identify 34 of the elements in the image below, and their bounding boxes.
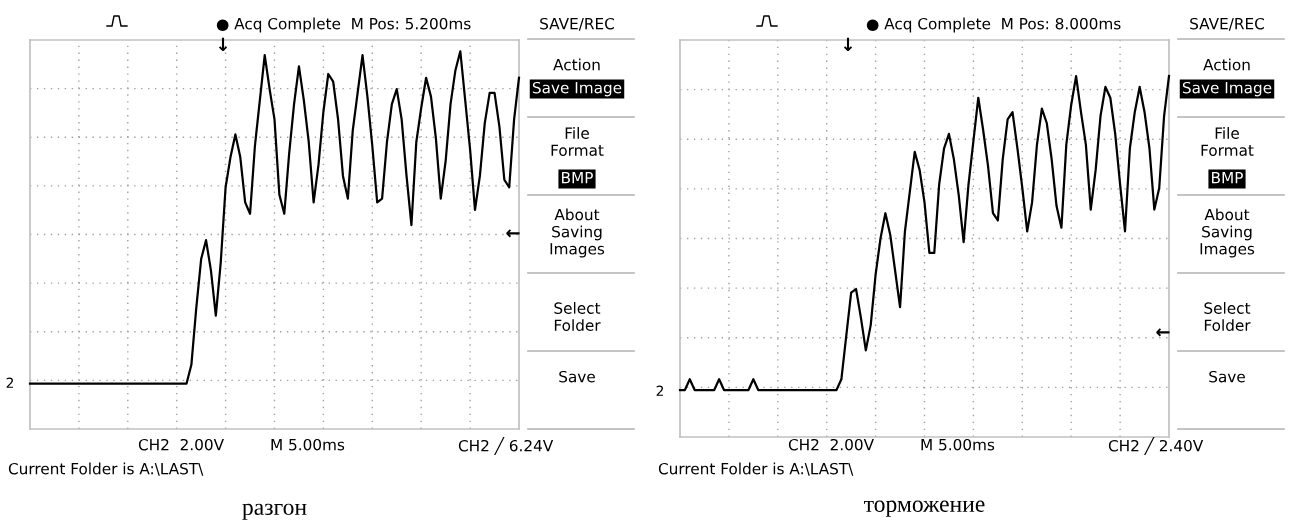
x-axis-title: разгон xyxy=(242,503,307,520)
text: SAVE/REC xyxy=(540,17,614,31)
text: Select Folder xyxy=(1204,302,1251,331)
text: CH2 ╱ 6.24V xyxy=(458,437,554,455)
text: ● Acq Complete M Pos: 8.000ms xyxy=(866,17,1121,33)
text: M 5.00ms xyxy=(921,438,995,451)
text: File Format xyxy=(1201,127,1254,156)
text: File Format xyxy=(551,127,604,156)
text: M 5.00ms xyxy=(271,438,345,451)
annotation: ← xyxy=(506,229,520,238)
text: SAVE/REC xyxy=(1190,17,1264,31)
text: Save xyxy=(559,370,595,383)
text: About Saving Images xyxy=(1200,208,1255,258)
text: Save Image xyxy=(1182,81,1272,97)
annotation: ← xyxy=(1156,328,1170,337)
text: ↓ xyxy=(218,37,228,52)
text: CH2 ╱ 2.40V xyxy=(1108,437,1204,455)
text: Save xyxy=(1209,370,1245,383)
text: About Saving Images xyxy=(550,208,605,258)
text: Action xyxy=(553,58,600,71)
text: BMP xyxy=(562,172,593,184)
text: 2 xyxy=(6,377,14,388)
text: ↓ xyxy=(843,37,853,52)
text: Action xyxy=(1203,58,1250,71)
text: Current Folder is A:\LAST\ xyxy=(8,462,204,476)
text: 2 xyxy=(656,385,664,396)
text: CH2 2.00V xyxy=(788,438,874,451)
x-axis-title: торможение xyxy=(864,500,985,517)
text: Save Image xyxy=(532,81,622,97)
text: BMP xyxy=(1212,172,1243,184)
text: ● Acq Complete M Pos: 5.200ms xyxy=(216,17,471,33)
text: Select Folder xyxy=(554,302,601,331)
text: Current Folder is A:\LAST\ xyxy=(658,462,854,476)
text: CH2 2.00V xyxy=(138,438,224,451)
